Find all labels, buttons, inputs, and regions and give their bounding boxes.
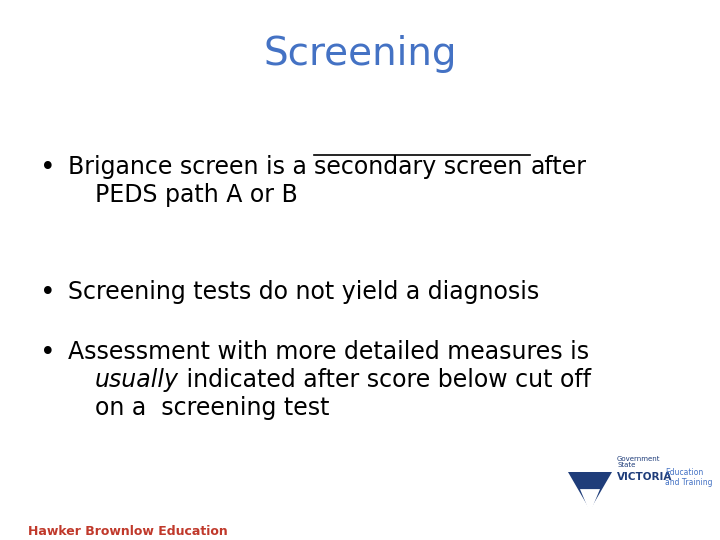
Polygon shape bbox=[580, 489, 600, 513]
Text: •: • bbox=[40, 340, 55, 366]
Text: State: State bbox=[617, 462, 635, 468]
Polygon shape bbox=[568, 472, 612, 510]
Text: Government: Government bbox=[617, 456, 660, 462]
Text: secondary screen: secondary screen bbox=[315, 155, 530, 179]
Text: VICTORIA: VICTORIA bbox=[617, 472, 672, 482]
Text: after: after bbox=[530, 155, 586, 179]
Text: Hawker Brownlow Education: Hawker Brownlow Education bbox=[28, 525, 228, 538]
Text: indicated after score below cut off: indicated after score below cut off bbox=[179, 368, 591, 392]
Text: PEDS path A or B: PEDS path A or B bbox=[95, 183, 298, 207]
Text: Brigance screen is a: Brigance screen is a bbox=[68, 155, 315, 179]
Text: Screening tests do not yield a diagnosis: Screening tests do not yield a diagnosis bbox=[68, 280, 539, 304]
Text: usually: usually bbox=[95, 368, 179, 392]
Text: •: • bbox=[40, 155, 55, 181]
Text: Education
and Training: Education and Training bbox=[665, 468, 713, 488]
Text: Assessment with more detailed measures is: Assessment with more detailed measures i… bbox=[68, 340, 589, 364]
Text: on a  screening test: on a screening test bbox=[95, 396, 330, 420]
Text: Screening: Screening bbox=[264, 35, 456, 73]
Text: •: • bbox=[40, 280, 55, 306]
